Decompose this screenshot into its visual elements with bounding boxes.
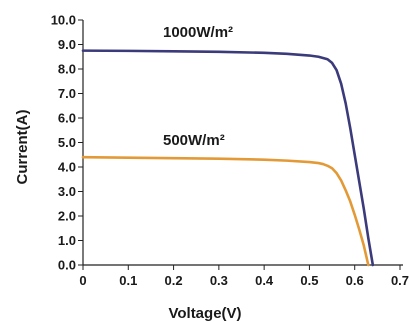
axes: 0.0 1.0 2.0 3.0 4.0 5.0 6.0 7.0 8.0 9.0 10.0 0 0.1 0.…: [51, 13, 409, 289]
x-tick-label: 0.3: [210, 273, 228, 288]
x-tick-label: 0: [79, 273, 86, 288]
y-tick-label: 1.0: [58, 233, 76, 248]
y-tick-label: 9.0: [58, 37, 76, 52]
series-label-500: 500W/m²: [163, 132, 225, 149]
x-tick-label: 0.4: [255, 273, 274, 288]
y-tick-label: 7.0: [58, 86, 76, 101]
y-tick-label: 2.0: [58, 209, 76, 224]
x-tick-label: 0.7: [391, 273, 409, 288]
x-axis-label: Voltage(V): [168, 305, 241, 322]
y-tick-label: 6.0: [58, 111, 76, 126]
labels: Voltage(V) Current(A) 1000W/m² 500W/m²: [14, 24, 242, 322]
x-tick-label: 0.1: [119, 273, 137, 288]
x-tick-label: 0.6: [346, 273, 364, 288]
y-tick-label: 10.0: [51, 13, 76, 28]
series-lines: [81, 49, 375, 267]
y-tick-label: 3.0: [58, 184, 76, 199]
y-tick-label: 8.0: [58, 62, 76, 77]
y-tick-label: 4.0: [58, 160, 76, 175]
x-tick-label: 0.2: [165, 273, 183, 288]
y-tick-label: 0.0: [58, 258, 76, 273]
series-line-1: [81, 155, 370, 267]
y-tick-label: 5.0: [58, 135, 76, 150]
y-axis-label: Current(A): [14, 110, 31, 185]
x-tick-label: 0.5: [300, 273, 318, 288]
series-label-1000: 1000W/m²: [163, 24, 233, 41]
series-line-0: [81, 49, 375, 267]
